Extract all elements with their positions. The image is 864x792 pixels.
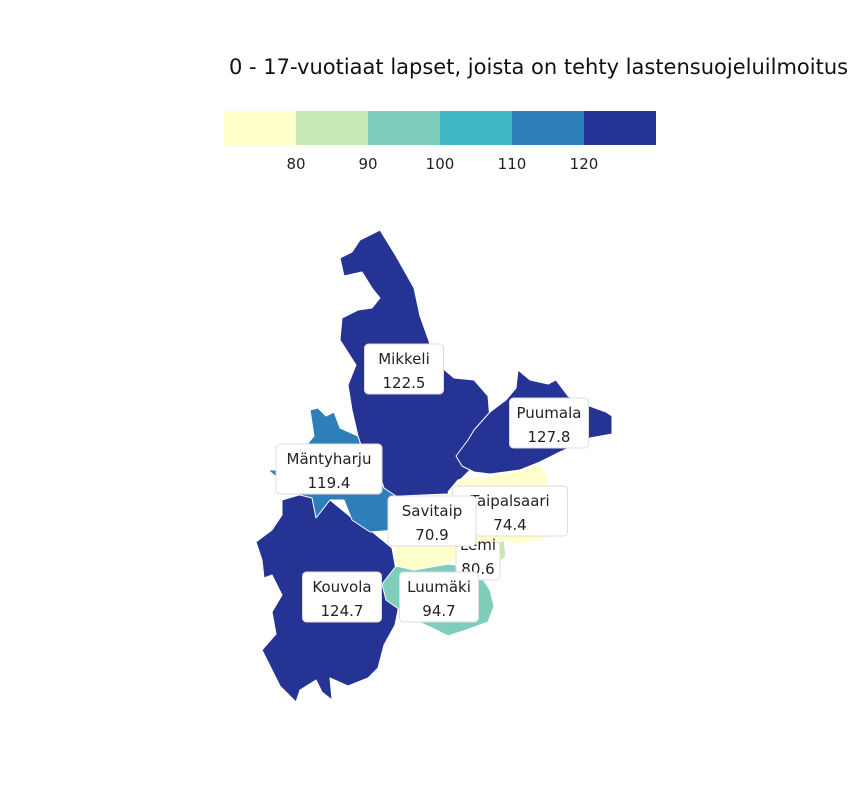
label-box bbox=[387, 495, 477, 547]
region-label-luumäki: Luumäki 94.7 bbox=[399, 571, 479, 623]
region-name: Mikkeli bbox=[378, 350, 430, 368]
region-name: Puumala bbox=[517, 404, 582, 422]
region-value: 74.4 bbox=[493, 516, 526, 534]
region-value: 127.8 bbox=[528, 428, 571, 446]
region-label-kouvola: Kouvola 124.7 bbox=[302, 571, 382, 623]
color-legend: 80 90 100 110 120 bbox=[224, 111, 656, 173]
region-name: Mäntyharju bbox=[287, 450, 372, 468]
region-label-taipalsaari: Taipalsaari 74.4 bbox=[452, 485, 568, 537]
label-box bbox=[364, 343, 444, 395]
label-box bbox=[399, 571, 479, 623]
region-name: Kouvola bbox=[312, 578, 371, 596]
legend-tick-80: 80 bbox=[286, 155, 305, 173]
region-label-mikkeli: Mikkeli 122.5 bbox=[364, 343, 444, 395]
legend-swatch-1 bbox=[296, 111, 368, 145]
legend-tick-110: 110 bbox=[498, 155, 527, 173]
label-box bbox=[509, 397, 589, 449]
region-name: Luumäki bbox=[407, 578, 471, 596]
map-title: 0 - 17-vuotiaat lapset, joista on tehty … bbox=[229, 55, 849, 79]
legend-swatch-5 bbox=[584, 111, 656, 145]
legend-tick-100: 100 bbox=[426, 155, 455, 173]
region-value: 70.9 bbox=[415, 526, 448, 544]
region-name: Taipalsaari bbox=[469, 492, 549, 510]
region-label-puumala: Puumala 127.8 bbox=[509, 397, 589, 449]
label-box bbox=[275, 443, 383, 495]
region-value: 94.7 bbox=[422, 602, 455, 620]
region-label-mäntyharju: Mäntyharju 119.4 bbox=[275, 443, 383, 495]
region-label-savitaip: Savitaip 70.9 bbox=[387, 495, 477, 547]
region-value: 122.5 bbox=[383, 374, 426, 392]
region-name: Savitaip bbox=[402, 502, 463, 520]
region-value: 119.4 bbox=[308, 474, 351, 492]
legend-tick-120: 120 bbox=[570, 155, 599, 173]
label-box bbox=[302, 571, 382, 623]
legend-swatch-2 bbox=[368, 111, 440, 145]
region-value: 124.7 bbox=[321, 602, 364, 620]
legend-swatch-3 bbox=[440, 111, 512, 145]
legend-swatch-0 bbox=[224, 111, 296, 145]
legend-tick-90: 90 bbox=[358, 155, 377, 173]
legend-swatch-4 bbox=[512, 111, 584, 145]
